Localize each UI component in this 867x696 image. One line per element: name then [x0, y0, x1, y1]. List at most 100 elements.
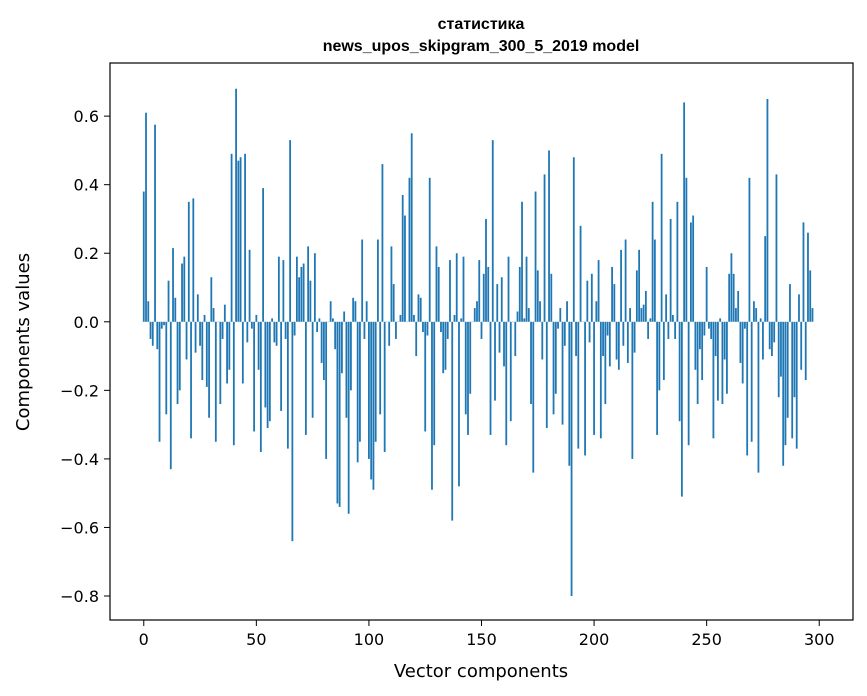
bar [422, 321, 424, 333]
y-axis-ticks: −0.8 −0.6 −0.4 −0.2 0.0 0.2 0.4 0.6 [60, 107, 110, 606]
bar [507, 256, 510, 322]
bar [602, 321, 604, 357]
x-tick-label: 0 [139, 630, 149, 649]
bar [377, 239, 379, 322]
bar [771, 321, 773, 357]
bar [345, 321, 348, 418]
bar [255, 314, 258, 322]
bars-group [142, 88, 814, 597]
bar [768, 321, 771, 350]
bar [169, 321, 172, 470]
bar [595, 301, 598, 322]
bar [766, 98, 769, 322]
bar [550, 273, 553, 322]
bar [685, 177, 688, 322]
bar [548, 150, 550, 322]
bar [561, 321, 564, 425]
bar [280, 321, 283, 411]
bar [494, 321, 496, 401]
bar [183, 256, 186, 322]
bar [536, 270, 539, 322]
bar [557, 321, 559, 329]
bar [203, 314, 206, 322]
bar [719, 318, 722, 322]
bar [678, 321, 681, 422]
bar [590, 273, 593, 322]
bar [259, 321, 262, 453]
bar [606, 321, 609, 336]
bar [620, 249, 622, 322]
bar [329, 301, 332, 322]
bar [651, 201, 654, 322]
bar [588, 321, 591, 343]
bar [667, 321, 670, 339]
bar [694, 321, 697, 370]
bar [804, 321, 807, 381]
bar [241, 321, 244, 384]
bar [469, 321, 472, 394]
bar [777, 321, 780, 398]
bar [151, 321, 154, 346]
bar [354, 301, 357, 322]
bar [277, 256, 280, 322]
bar [359, 321, 361, 442]
bar [534, 191, 537, 322]
bar [489, 321, 492, 435]
bar [181, 263, 183, 322]
bar [721, 321, 724, 405]
bar [178, 321, 181, 391]
bar [530, 321, 532, 405]
bar [415, 321, 418, 357]
bar [262, 188, 264, 322]
bar [633, 321, 636, 353]
bar [190, 321, 192, 439]
bar [413, 314, 415, 322]
bar [435, 246, 438, 322]
bar [730, 253, 733, 322]
bar [239, 157, 242, 322]
y-tick-label: 0.2 [74, 244, 99, 263]
bar [496, 284, 499, 322]
bar [291, 321, 294, 542]
bar [482, 273, 485, 322]
bar [404, 215, 406, 322]
bar [158, 321, 161, 442]
bar [257, 321, 260, 370]
bar [676, 201, 679, 322]
bar [194, 321, 197, 353]
bar [356, 321, 359, 463]
bar [658, 321, 661, 391]
bar [644, 290, 647, 322]
bar [399, 314, 402, 322]
bar [626, 321, 629, 363]
bar [383, 321, 386, 453]
bar [780, 321, 782, 377]
bar [408, 177, 411, 322]
bar [703, 321, 706, 336]
bar [368, 321, 370, 459]
bar [192, 198, 195, 322]
bar [680, 321, 683, 497]
bar [782, 321, 785, 466]
bar [559, 308, 562, 322]
bar [226, 321, 228, 384]
bar [458, 321, 460, 487]
bar [476, 301, 478, 322]
bar [593, 321, 595, 435]
x-tick-label: 100 [354, 630, 385, 649]
bar [514, 321, 517, 357]
bar [208, 321, 210, 418]
bar [480, 321, 483, 339]
bar [762, 321, 764, 360]
bar [322, 321, 325, 381]
bar [575, 321, 577, 357]
bar [464, 321, 467, 415]
bar [212, 308, 215, 322]
bar [444, 321, 447, 370]
bar [379, 321, 382, 415]
bar [365, 301, 368, 322]
bar [284, 321, 287, 339]
bar [460, 318, 463, 322]
bar [392, 284, 395, 322]
